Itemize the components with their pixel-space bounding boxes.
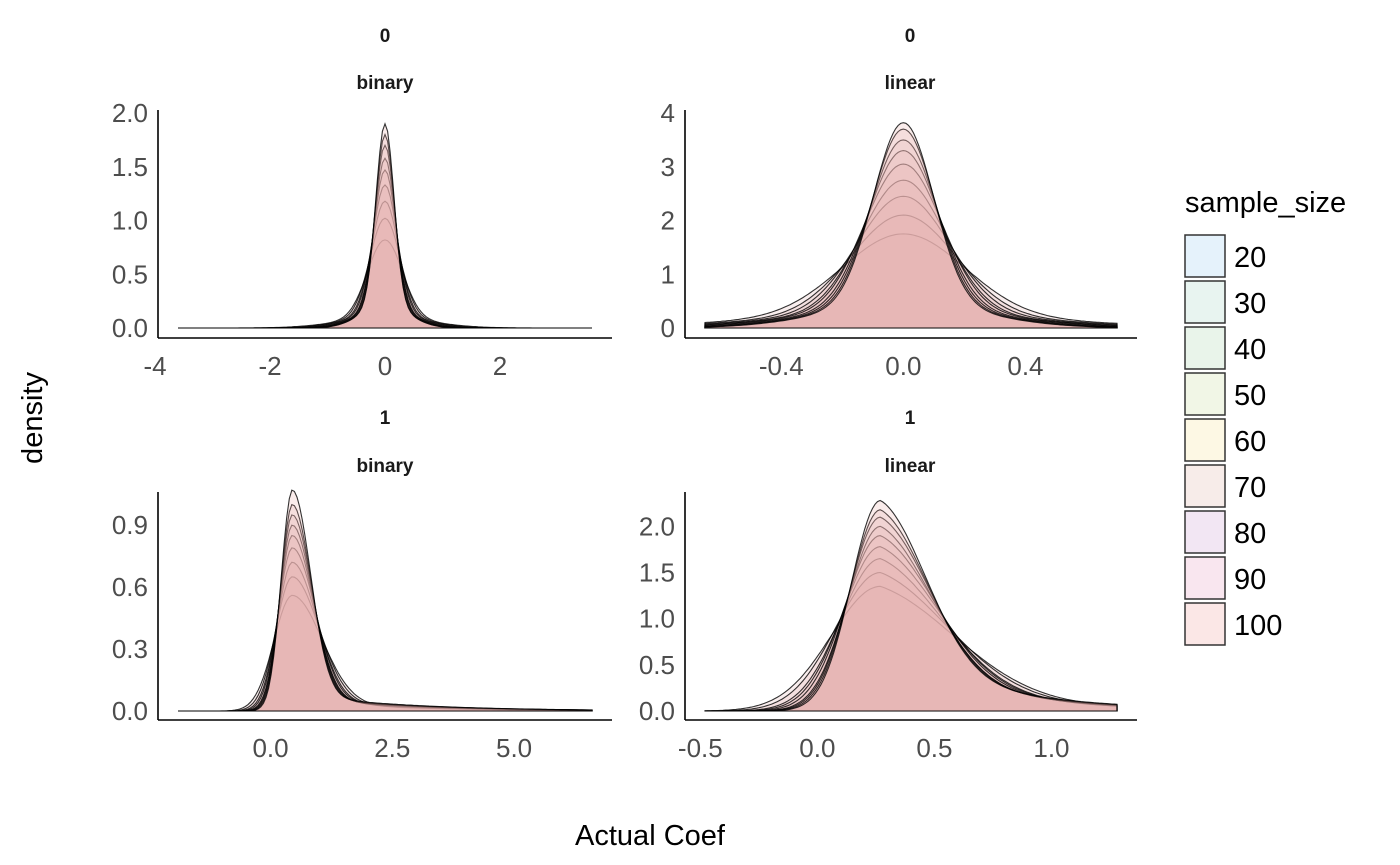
y-tick-label: 2 — [661, 206, 675, 236]
legend-label: 30 — [1234, 288, 1266, 320]
density-curve-80 — [704, 139, 1118, 329]
strip-label: 1 — [380, 408, 391, 429]
panels-group: 0 binary 0.0 0.5 1.0 1.5 2.0 -4 -2 0 2 0 linear 0 1 2 3 4… — [112, 26, 1137, 763]
y-tick-label: 0 — [661, 313, 675, 343]
legend: 20 30 40 50 60 70 80 90 100 — [1184, 234, 1282, 646]
y-tick-label: 0.0 — [112, 696, 148, 726]
x-tick-label: 1.0 — [1033, 733, 1069, 763]
legend-key-50 — [1184, 372, 1226, 416]
y-tick-label: 1.5 — [639, 557, 675, 587]
y-tick-label: 4 — [661, 98, 675, 128]
x-axis-title: Actual Coef — [575, 820, 726, 852]
strip-label: binary — [356, 73, 413, 94]
x-tick-label: -0.5 — [678, 733, 723, 763]
x-tick-label: 2 — [493, 351, 507, 381]
strip-label: linear — [885, 73, 936, 94]
density-curve-100 — [178, 122, 592, 329]
density-curve-60 — [704, 163, 1118, 329]
legend-key-90 — [1184, 556, 1226, 600]
density-curve-60 — [178, 534, 593, 712]
legend-label: 50 — [1234, 380, 1266, 412]
y-tick-label: 3 — [661, 152, 675, 182]
density-curve-70 — [704, 150, 1118, 329]
x-tick-label: -4 — [143, 351, 166, 381]
strip-label: 0 — [380, 26, 391, 47]
legend-key-80 — [1184, 510, 1226, 554]
x-tick-label: -0.4 — [759, 351, 804, 381]
density-curve-50 — [178, 547, 593, 712]
y-tick-label: 1.0 — [639, 604, 675, 634]
y-tick-label: 0.0 — [639, 696, 675, 726]
y-tick-label: 0.5 — [112, 259, 148, 289]
x-tick-label: 5.0 — [496, 733, 532, 763]
legend-label: 20 — [1234, 242, 1266, 274]
y-tick-label: 0.9 — [112, 510, 148, 540]
legend-key-60 — [1184, 418, 1226, 462]
density-curve-70 — [178, 524, 593, 712]
density-curve-80 — [178, 514, 593, 712]
density-curve-90 — [178, 503, 593, 712]
y-tick-label: 1.5 — [112, 152, 148, 182]
density-curve-30 — [178, 576, 593, 712]
density-curve-40 — [178, 561, 593, 712]
legend-label: 60 — [1234, 426, 1266, 458]
x-tick-label: 0.0 — [252, 733, 288, 763]
y-tick-label: 1 — [661, 259, 675, 289]
x-tick-label: 0.0 — [799, 733, 835, 763]
panel-0: 0 binary 0.0 0.5 1.0 1.5 2.0 -4 -2 0 2 — [112, 26, 612, 381]
x-tick-label: 0.0 — [885, 351, 921, 381]
legend-key-40 — [1184, 326, 1226, 370]
density-curve-20 — [178, 594, 593, 712]
legend-key-100 — [1184, 602, 1226, 646]
density-curve-40 — [704, 195, 1118, 329]
strip-label: binary — [356, 456, 413, 477]
x-tick-label: 0.5 — [916, 733, 952, 763]
density-curve-30 — [704, 214, 1118, 329]
density-curve-100 — [178, 489, 593, 712]
strip-label: 0 — [905, 26, 916, 47]
density-curve-100 — [705, 499, 1118, 712]
x-tick-label: 0.4 — [1007, 351, 1043, 381]
y-tick-label: 0.3 — [112, 634, 148, 664]
legend-key-20 — [1184, 234, 1226, 278]
legend-label: 70 — [1234, 472, 1266, 504]
x-tick-label: -2 — [258, 351, 281, 381]
legend-key-70 — [1184, 464, 1226, 508]
density-curve-30 — [704, 571, 1118, 712]
y-tick-label: 0.0 — [112, 313, 148, 343]
y-axis-title: density — [17, 372, 49, 464]
strip-label: 1 — [905, 408, 916, 429]
y-tick-label: 0.6 — [112, 572, 148, 602]
x-tick-label: 0 — [378, 351, 392, 381]
legend-label: 40 — [1234, 334, 1266, 366]
strip-label: linear — [885, 456, 936, 477]
legend-label: 90 — [1234, 564, 1266, 596]
x-tick-label: 2.5 — [374, 733, 410, 763]
panel-1: 0 linear 0 1 2 3 4 -0.4 0.0 0.4 — [661, 26, 1137, 381]
y-tick-label: 2.0 — [639, 511, 675, 541]
legend-title: sample_size — [1185, 187, 1346, 219]
legend-key-30 — [1184, 280, 1226, 324]
density-curve-20 — [704, 233, 1118, 329]
y-tick-label: 2.0 — [112, 98, 148, 128]
panel-2: 1 binary 0.0 0.3 0.6 0.9 0.0 2.5 5.0 — [112, 408, 612, 763]
density-curve-20 — [704, 585, 1118, 712]
legend-label: 80 — [1234, 518, 1266, 550]
legend-label: 100 — [1234, 610, 1282, 642]
y-tick-label: 0.5 — [639, 650, 675, 680]
y-tick-label: 1.0 — [112, 206, 148, 236]
density-curve-100 — [704, 122, 1118, 329]
